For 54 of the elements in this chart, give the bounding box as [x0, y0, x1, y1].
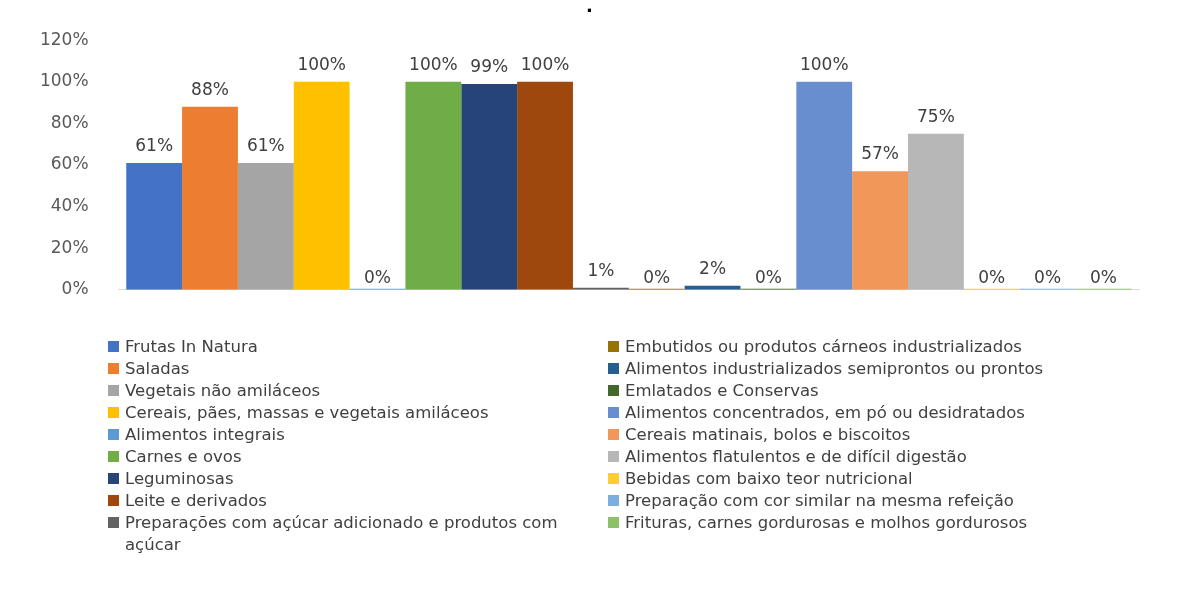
bar [405, 81, 462, 290]
data-label: 0% [754, 266, 782, 287]
data-label: 100% [409, 53, 458, 74]
legend-label: Alimentos flatulentos e de difícil digestão [625, 446, 967, 468]
data-label: 61% [246, 134, 285, 155]
y-tick-label: 0% [61, 278, 89, 299]
data-label: 100% [520, 53, 570, 74]
y-tick-label: 60% [50, 153, 89, 174]
legend-label: Preparações com açúcar adicionado e produtos com açúcar [125, 512, 559, 556]
legend-label: Leite e derivados [125, 490, 267, 512]
data-label: 0% [1034, 266, 1062, 287]
data-label: 88% [191, 78, 229, 99]
data-label: 0% [1089, 266, 1117, 287]
legend-label: Frutas In Natura [125, 336, 258, 358]
bar [461, 83, 518, 290]
legend-label: Bebidas com baixo teor nutricional [625, 468, 913, 490]
data-label: 1% [587, 259, 615, 280]
bar [796, 81, 853, 290]
y-tick-label: 100% [39, 70, 89, 91]
legend-label: Frituras, carnes gordurosas e molhos gordurosos [625, 512, 1028, 534]
data-label: 75% [917, 105, 955, 126]
legend-label: Embutidos ou produtos cárneos industrializados [625, 336, 1022, 358]
bar [126, 162, 183, 290]
y-tick-label: 120% [39, 28, 89, 49]
legend-label: Leguminosas [125, 468, 234, 490]
data-label: 99% [470, 55, 509, 76]
chart-title: . [586, 0, 593, 16]
legend-label: Cereais, pães, massas e vegetais amiláceos [125, 402, 489, 424]
legend-label: Preparação com cor similar na mesma refeição [625, 490, 1014, 512]
data-label: 100% [799, 53, 849, 74]
legend-label: Vegetais não amiláceos [125, 380, 321, 402]
legend-label: Alimentos industrializados semiprontos ou prontos [625, 358, 1044, 380]
data-label: 2% [699, 257, 727, 278]
data-label: 0% [978, 266, 1006, 287]
y-tick-label: 80% [50, 111, 89, 132]
legend-label: Alimentos concentrados, em pó ou desidratados [625, 402, 1025, 424]
data-label: 57% [861, 143, 899, 164]
legend-label: Carnes e ovos [125, 446, 242, 468]
data-label: 61% [135, 134, 174, 155]
data-label: 0% [643, 266, 671, 287]
bar [907, 133, 964, 290]
y-tick-label: 20% [50, 236, 89, 257]
legend-label: Emlatados e Conservas [625, 380, 819, 402]
data-label: 100% [297, 53, 346, 74]
bar [293, 81, 350, 290]
data-label: 0% [364, 266, 392, 287]
bar [237, 162, 294, 290]
y-tick-label: 40% [50, 195, 89, 216]
legend-label: Cereais matinais, bolos e biscoitos [625, 424, 911, 446]
bar [182, 106, 238, 290]
legend-label: Alimentos integrais [125, 424, 285, 446]
bar [517, 81, 573, 290]
bar [852, 171, 908, 290]
legend-label: Saladas [125, 358, 190, 380]
